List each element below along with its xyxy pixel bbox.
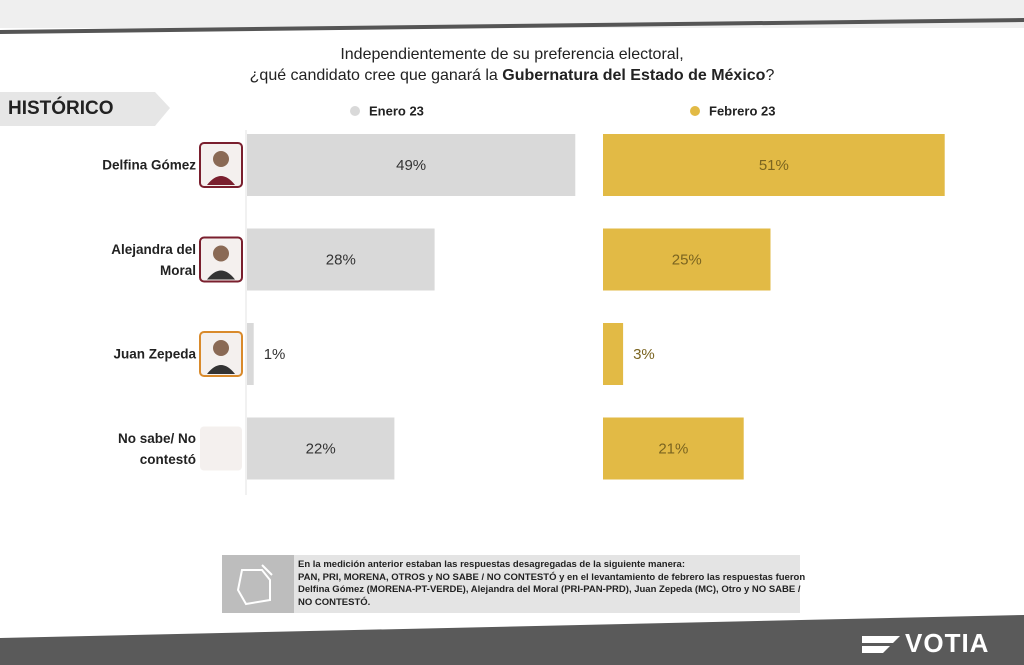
value-label: 51%: [759, 157, 789, 174]
legend-label: Febrero 23: [709, 103, 775, 118]
bar: [603, 417, 744, 480]
section-banner: [0, 92, 170, 126]
note-line: En la medición anterior estaban las resp…: [298, 559, 686, 570]
value-label: 3%: [633, 346, 655, 363]
title-line: ¿qué candidato cree que ganará la Gubern…: [0, 65, 1024, 86]
bar: [247, 134, 576, 196]
photo-body: [207, 270, 235, 280]
value-label: 22%: [306, 440, 336, 457]
title-bold: Gubernatura del Estado de México: [502, 67, 766, 84]
value-label: 21%: [658, 440, 688, 457]
note-icon-bg: [222, 555, 294, 613]
category-label: No sabe/ No contestó: [117, 430, 196, 467]
bar: [603, 134, 945, 196]
photo-head: [213, 340, 229, 356]
legend-marker: [690, 106, 700, 116]
title-text: ¿qué candidato cree que ganará la: [249, 67, 503, 84]
category-label: Juan Zepeda: [113, 346, 196, 362]
photo-head: [213, 245, 229, 262]
photo-head: [213, 151, 229, 167]
category-label: Delfina Gómez: [102, 157, 196, 173]
category-label: Alejandra del Moral: [111, 241, 196, 278]
bar: [247, 228, 435, 291]
logo-mark: [862, 636, 900, 653]
legend-marker: [350, 106, 360, 116]
note-line: Delfina Gómez (MORENA-PT-VERDE), Alejand…: [298, 584, 801, 595]
top-line: [0, 18, 1024, 34]
bar: [603, 323, 624, 385]
value-label: 1%: [264, 346, 286, 363]
photo-frame: [200, 426, 242, 471]
title: Independientemente de su preferencia ele…: [0, 44, 1024, 86]
value-label: 25%: [672, 251, 702, 268]
note-icon: [236, 564, 273, 606]
value-label: 28%: [326, 251, 356, 268]
value-label: 49%: [396, 157, 426, 174]
section-title: HISTÓRICO: [8, 97, 114, 119]
bar: [247, 417, 395, 480]
note-box: [222, 555, 800, 613]
note-line: PAN, PRI, MORENA, OTROS y NO SABE / NO C…: [298, 571, 806, 583]
title-line: Independientemente de su preferencia ele…: [340, 46, 684, 63]
bar: [603, 228, 771, 291]
photo-body: [207, 176, 235, 185]
legend-label: Enero 23: [369, 103, 424, 118]
photo-body: [207, 365, 235, 374]
note: En la medición anterior estaban las resp…: [298, 559, 806, 609]
note-line: NO CONTESTÓ.: [298, 596, 371, 608]
title-text: ?: [765, 67, 775, 84]
bar: [247, 323, 254, 385]
logo: VOTIA: [905, 628, 989, 658]
bottom-band: [0, 615, 1024, 665]
